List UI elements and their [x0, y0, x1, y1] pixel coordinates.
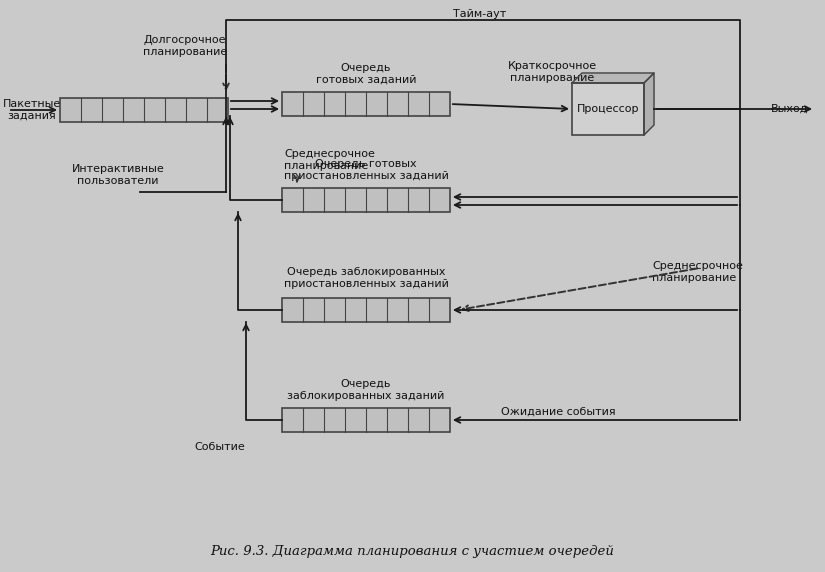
Text: Ожидание события: Ожидание события	[501, 407, 615, 417]
Text: Интерактивные
пользователи: Интерактивные пользователи	[72, 164, 164, 186]
Bar	[60, 98, 228, 122]
Bar	[282, 298, 450, 322]
Text: Тайм-аут: Тайм-аут	[454, 9, 507, 19]
Text: Краткосрочное
планирование: Краткосрочное планирование	[507, 61, 596, 83]
Text: Событие: Событие	[195, 442, 245, 452]
Text: Пакетные
задания: Пакетные задания	[2, 99, 61, 121]
Text: Среднесрочное
планирование: Среднесрочное планирование	[284, 149, 375, 171]
Polygon shape	[572, 73, 654, 83]
Bar	[572, 83, 644, 135]
Text: Долгосрочное
планирование: Долгосрочное планирование	[143, 35, 227, 57]
Text: Среднесрочное
планирование: Среднесрочное планирование	[652, 261, 742, 283]
Bar	[282, 408, 450, 432]
Text: Процессор: Процессор	[577, 104, 639, 114]
Bar	[282, 92, 450, 116]
Text: Очередь
готовых заданий: Очередь готовых заданий	[316, 63, 417, 85]
Text: Очередь заблокированных
приостановленных заданий: Очередь заблокированных приостановленных…	[284, 267, 449, 289]
Bar	[282, 188, 450, 212]
Text: Очередь готовых
приостановленных заданий: Очередь готовых приостановленных заданий	[284, 159, 449, 181]
Text: Очередь
заблокированных заданий: Очередь заблокированных заданий	[287, 379, 445, 401]
Polygon shape	[644, 73, 654, 135]
Text: Рис. 9.3. Диаграмма планирования с участием очередей: Рис. 9.3. Диаграмма планирования с участ…	[210, 546, 614, 558]
Text: Выход: Выход	[771, 104, 808, 114]
